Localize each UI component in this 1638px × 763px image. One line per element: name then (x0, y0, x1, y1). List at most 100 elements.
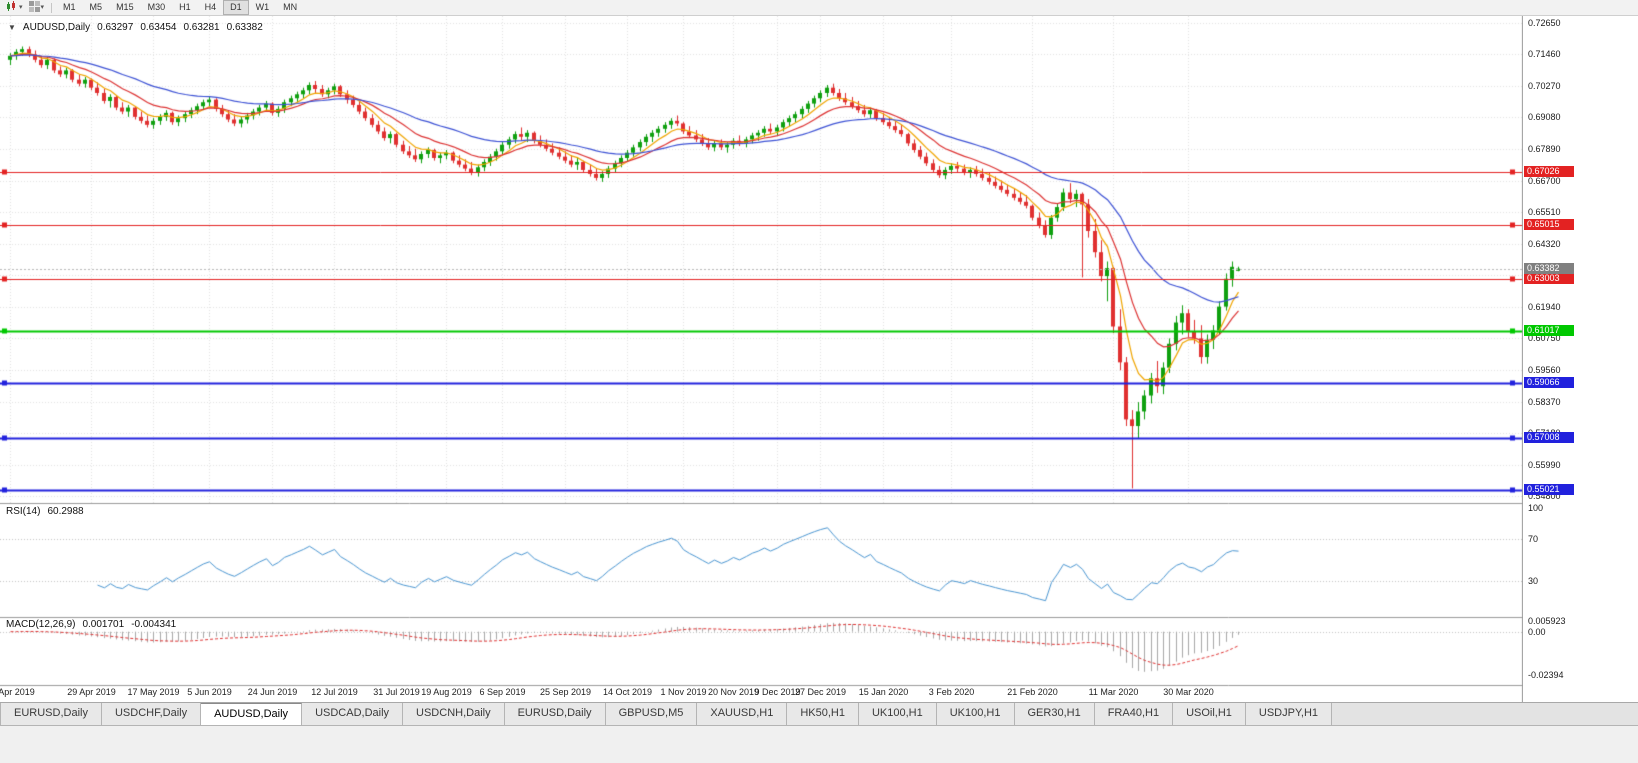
date-label: 10 Apr 2019 (0, 687, 35, 697)
macd-axis-label: 0.00 (1528, 627, 1546, 637)
price-line-tag: 0.67026 (1524, 166, 1574, 177)
timeframe-button-m5[interactable]: M5 (89, 2, 103, 12)
macd-signal-value: -0.004341 (131, 619, 177, 630)
chart-tab-12-fra40-h1[interactable]: FRA40,H1 (1094, 703, 1174, 725)
price-tick-label: 0.65510 (1528, 207, 1561, 217)
date-label: 3 Feb 2020 (928, 687, 975, 697)
chart-type-button[interactable]: ▾ (3, 1, 26, 14)
price-tick-label: 0.55990 (1528, 460, 1561, 470)
chart-tab-11-ger30-h1[interactable]: GER30,H1 (1014, 703, 1095, 725)
date-label: 9 Dec 2019 (754, 687, 801, 697)
date-label: 20 Nov 2019 (707, 687, 760, 697)
date-label: 15 Jan 2020 (858, 687, 909, 697)
current-price-tag: 0.63382 (1524, 263, 1574, 274)
date-label: 21 Feb 2020 (1007, 687, 1058, 697)
timeframe-toolbar: ▾ ▾ M1 M5 M15 M30 H1 H4 D1 W1 MN (0, 0, 1638, 16)
rsi-axis-label: 100 (1528, 503, 1544, 513)
chart-tab-1-usdchf-daily[interactable]: USDCHF,Daily (101, 703, 202, 725)
price-tick-label: 0.59560 (1528, 365, 1561, 375)
symbol-name: AUDUSD,Daily (22, 22, 91, 33)
date-label: 14 Oct 2019 (602, 687, 653, 697)
timeframe-button-d1[interactable]: D1 (223, 0, 249, 15)
chart-tab-14-usdjpy-h1[interactable]: USDJPY,H1 (1245, 703, 1333, 725)
chart-tab-9-uk100-h1[interactable]: UK100,H1 (858, 703, 937, 725)
macd-axis-label: 0.005923 (1528, 616, 1566, 626)
price-tick-label: 0.70270 (1528, 81, 1561, 91)
price-line-tag: 0.55021 (1524, 484, 1574, 495)
price-tick-label: 0.67890 (1528, 144, 1561, 154)
price-line-tag: 0.65015 (1524, 219, 1574, 230)
date-label: 29 Apr 2019 (67, 687, 116, 697)
chart-tab-bar: EURUSD,Daily USDCHF,Daily AUDUSD,Daily USDC… (0, 702, 1638, 763)
chart-region: ▼ AUDUSD,Daily 0.63297 0.63454 0.63281 0… (0, 16, 1638, 702)
date-label: 31 Jul 2019 (373, 687, 420, 697)
macd-main-value: 0.001701 (82, 619, 125, 630)
price-tick-label: 0.60750 (1528, 333, 1561, 343)
rsi-axis-label: 70 (1528, 534, 1539, 544)
candlestick-chart-icon (6, 1, 18, 14)
price-tick-label: 0.61940 (1528, 302, 1561, 312)
price-tick-label: 0.54800 (1528, 491, 1561, 501)
chart-tab-3-usdcad-daily[interactable]: USDCAD,Daily (302, 703, 404, 725)
chart-canvas[interactable] (0, 16, 1638, 702)
date-label: 30 Mar 2020 (1163, 687, 1214, 697)
chart-tab-4-usdcnh-daily[interactable]: USDCNH,Daily (403, 703, 505, 725)
date-axis[interactable]: 10 Apr 2019 29 Apr 2019 17 May 2019 5 Jun 2… (0, 687, 1522, 702)
one-click-trading-arrow[interactable]: ▼ (8, 23, 16, 32)
timeframe-button-w1[interactable]: W1 (255, 2, 270, 12)
date-label: 6 Sep 2019 (479, 687, 526, 697)
chart-tab-0-eurusd-daily[interactable]: EURUSD,Daily (0, 703, 102, 725)
date-label: 1 Nov 2019 (660, 687, 707, 697)
timeframe-button-m15[interactable]: M15 (116, 2, 134, 12)
chart-tab-13-usoil-h1[interactable]: USOil,H1 (1173, 703, 1246, 725)
date-label: 27 Dec 2019 (794, 687, 847, 697)
layout-grid-icon (28, 1, 40, 14)
date-label: 24 Jun 2019 (247, 687, 298, 697)
timeframe-buttons: M1 M5 M15 M30 H1 H4 D1 W1 MN (56, 0, 304, 15)
date-label: 5 Jun 2019 (187, 687, 232, 697)
price-tick-label: 0.71460 (1528, 49, 1561, 59)
high-value: 0.63454 (140, 22, 177, 33)
chart-tab-8-hk50-h1[interactable]: HK50,H1 (787, 703, 859, 725)
rsi-indicator-label: RSI(14) 60.2988 (6, 506, 84, 517)
price-tick-label: 0.69080 (1528, 112, 1561, 122)
chart-tab-7-xauusd-h1[interactable]: XAUUSD,H1 (697, 703, 788, 725)
timeframe-button-mn[interactable]: MN (283, 2, 298, 12)
timeframe-button-h4[interactable]: H4 (204, 2, 217, 12)
price-tick-label: 0.64320 (1528, 239, 1561, 249)
price-line-tag: 0.59066 (1524, 377, 1574, 388)
price-line-tag: 0.63003 (1524, 273, 1574, 284)
chart-tab-5-eurusd-daily[interactable]: EURUSD,Daily (504, 703, 606, 725)
rsi-title: RSI(14) (6, 506, 41, 517)
chevron-down-icon: ▾ (40, 3, 45, 11)
date-label: 25 Sep 2019 (539, 687, 592, 697)
toolbar-separator (51, 2, 53, 13)
price-tick-label: 0.72650 (1528, 18, 1561, 28)
price-scale[interactable]: 0.72650 0.71460 0.70270 0.69080 0.67890 0.667… (1523, 16, 1638, 702)
date-label: 19 Aug 2019 (421, 687, 472, 697)
chart-tab-2-audusd-daily[interactable]: AUDUSD,Daily (201, 703, 303, 725)
macd-axis-label: -0.02394 (1528, 670, 1564, 680)
chart-tab-10-uk100-h1[interactable]: UK100,H1 (936, 703, 1015, 725)
timeframe-button-m1[interactable]: M1 (63, 2, 76, 12)
timeframe-button-m30[interactable]: M30 (147, 2, 166, 12)
price-tick-label: 0.66700 (1528, 176, 1561, 186)
timeframe-button-h1[interactable]: H1 (179, 2, 191, 12)
chevron-down-icon: ▾ (19, 3, 23, 11)
open-value: 0.63297 (97, 22, 134, 33)
macd-indicator-label: MACD(12,26,9) 0.001701 -0.004341 (6, 619, 176, 630)
date-label: 11 Mar 2020 (1088, 687, 1139, 697)
low-value: 0.63281 (183, 22, 220, 33)
price-tick-label: 0.58370 (1528, 397, 1561, 407)
price-line-tag: 0.61017 (1524, 325, 1574, 336)
date-label: 12 Jul 2019 (311, 687, 358, 697)
symbol-ohlc-header: ▼ AUDUSD,Daily 0.63297 0.63454 0.63281 0… (8, 22, 263, 33)
rsi-axis-label: 30 (1528, 576, 1539, 586)
rsi-value: 60.2988 (47, 506, 84, 517)
chart-layout-button[interactable]: ▾ (26, 1, 48, 14)
chart-tab-6-gbpusd-m5[interactable]: GBPUSD,M5 (605, 703, 698, 725)
date-label: 17 May 2019 (127, 687, 180, 697)
macd-title: MACD(12,26,9) (6, 619, 76, 630)
close-value: 0.63382 (226, 22, 263, 33)
